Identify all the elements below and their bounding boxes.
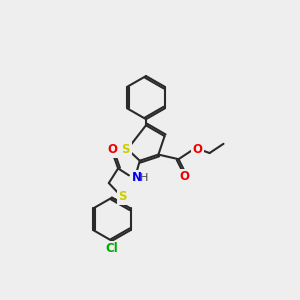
Text: N: N xyxy=(132,171,142,184)
Text: S: S xyxy=(118,190,127,203)
Text: O: O xyxy=(180,170,190,183)
Text: S: S xyxy=(122,143,130,157)
Text: Cl: Cl xyxy=(106,242,118,255)
Text: H: H xyxy=(140,173,148,183)
Text: O: O xyxy=(107,143,117,157)
Text: O: O xyxy=(192,143,202,157)
